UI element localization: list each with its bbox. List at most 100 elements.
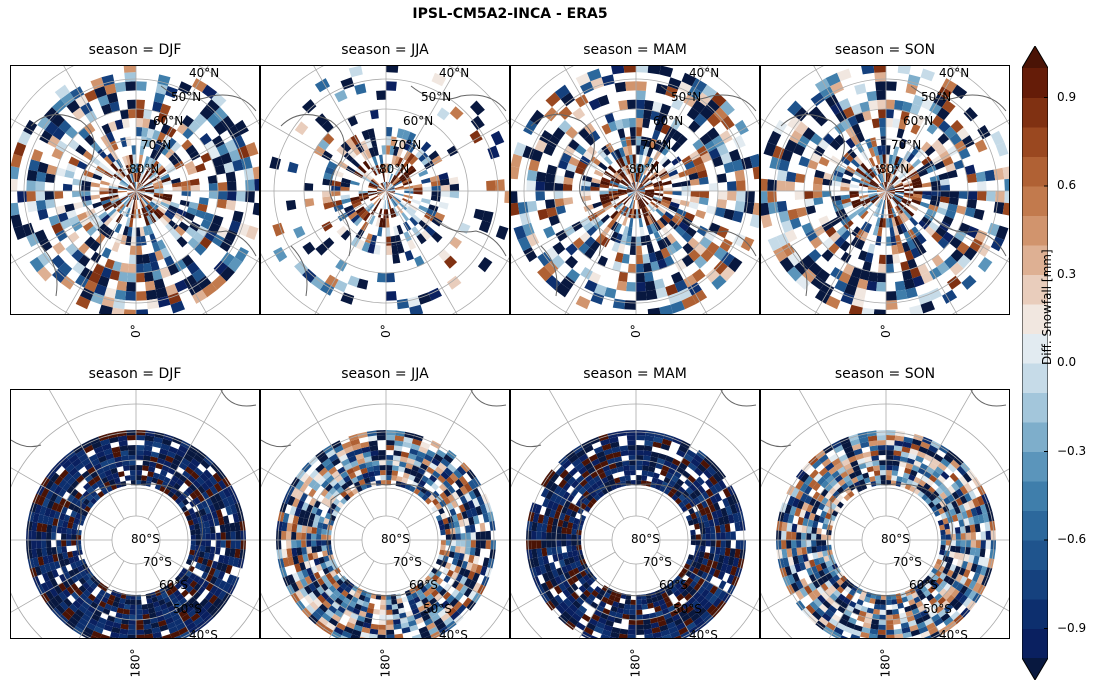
data-cell [767,191,777,203]
data-cell [125,164,131,175]
map-panel-south-son: 80°S 70°S 60°S 50°S 40°S [760,389,1010,639]
data-cell [995,191,1005,203]
data-cell [875,198,882,208]
data-cell [337,478,346,487]
data-cell [48,214,60,226]
data-cell [484,502,493,513]
data-cell [787,115,802,130]
data-cell [130,191,136,199]
data-cell [643,455,651,462]
data-cell [868,271,878,282]
data-cell [317,521,324,529]
data-cell [682,581,690,590]
data-cell [796,540,802,548]
data-cell [125,174,132,184]
data-cell [897,602,905,609]
data-cell [866,280,877,292]
data-cell [143,226,150,236]
data-cell [706,465,717,476]
data-cell [115,461,123,468]
data-cell [46,532,52,540]
data-cell [894,182,903,188]
data-cell [312,588,321,598]
data-cell [641,599,648,605]
data-cell [869,180,879,187]
data-cell [869,195,879,202]
panel-title-south-son: season = SON [834,366,936,382]
data-cell [426,449,436,458]
data-cell [648,252,658,263]
data-cell [136,272,145,283]
data-cell [890,235,897,246]
data-cell [408,474,416,482]
data-cell [615,612,623,619]
data-cell [142,118,151,129]
data-cell [685,585,694,593]
data-cell [143,618,151,625]
data-cell [186,166,198,176]
data-cell [393,226,400,236]
data-cell [151,212,160,222]
data-cell [126,430,136,436]
data-cell [909,469,918,477]
data-cell [302,99,317,114]
data-cell [636,163,639,173]
data-cell [630,183,636,191]
data-cell [595,450,606,459]
data-cell [64,169,75,179]
data-cell [692,156,704,167]
data-cell [653,192,664,197]
data-cell [234,521,241,532]
data-cell [143,180,153,187]
data-cell [213,260,228,275]
data-cell [395,639,405,640]
data-cell [724,547,731,557]
data-cell [151,477,159,484]
data-cell [993,167,1005,181]
data-cell [886,117,894,128]
data-cell [958,147,971,160]
data-cell [813,597,823,608]
data-cell [561,540,567,547]
data-cell [643,262,653,273]
data-cell [110,162,119,172]
data-cell [590,601,599,610]
data-cell [836,501,844,509]
data-cell [731,575,740,587]
data-cell [676,593,685,602]
data-cell [616,430,627,437]
data-cell [74,608,85,618]
data-cell [71,249,84,262]
data-cell [82,498,90,506]
data-cell [849,191,859,195]
data-cell [378,154,384,165]
data-cell [311,610,322,621]
data-cell [867,191,877,193]
data-cell [291,540,297,549]
data-cell [295,590,305,601]
data-cell [134,191,136,201]
data-cell [549,482,559,493]
data-cell [44,507,52,517]
data-cell [282,493,291,505]
data-cell [886,187,895,191]
data-cell [296,540,302,548]
data-cell [825,94,839,108]
data-cell [475,540,481,549]
data-cell [51,525,58,533]
data-cell [643,445,653,452]
data-cell [904,483,912,491]
data-cell [413,187,423,191]
data-cell [143,623,152,630]
data-cell [899,461,907,468]
data-cell [656,594,664,602]
data-cell [559,573,567,583]
data-cell [199,106,214,120]
data-cell [652,472,660,479]
data-cell [345,137,356,149]
data-cell [100,634,111,638]
latitude-label: 70°S [143,555,172,569]
data-cell [697,577,706,586]
data-cell [128,191,136,197]
data-cell [628,450,636,456]
